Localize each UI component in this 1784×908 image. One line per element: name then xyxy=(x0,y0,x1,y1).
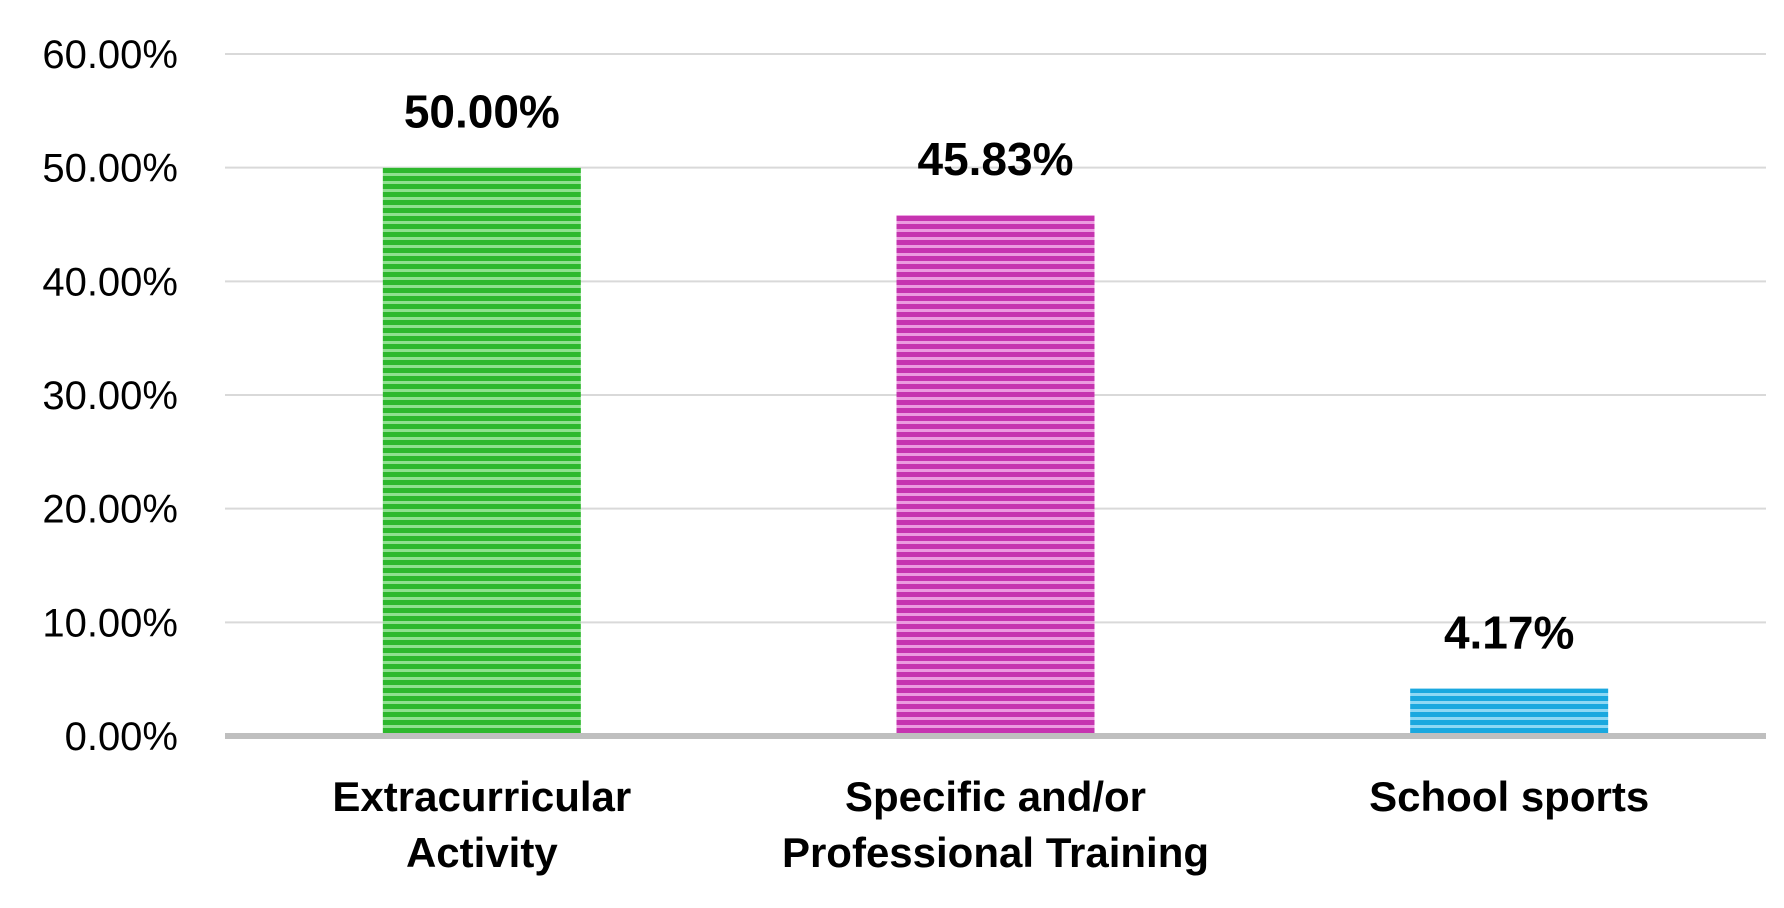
y-tick-label: 0.00% xyxy=(65,715,178,759)
data-labels: 50.00% 45.83% 4.17% xyxy=(404,86,1575,659)
data-label: 45.83% xyxy=(917,133,1073,185)
y-axis-ticks: 0.00% 10.00% 20.00% 30.00% 40.00% 50.00% 60.00… xyxy=(42,33,178,759)
bar xyxy=(382,167,581,733)
category-label: Extracurricular xyxy=(332,773,631,820)
y-tick-label: 10.00% xyxy=(42,601,178,645)
y-tick-label: 50.00% xyxy=(42,147,178,191)
y-tick-label: 30.00% xyxy=(42,374,178,418)
data-label: 4.17% xyxy=(1444,607,1574,659)
data-label: 50.00% xyxy=(404,86,560,138)
category-labels: Extracurricular Activity Specific and/or Pr… xyxy=(332,773,1649,876)
y-tick-label: 40.00% xyxy=(42,260,178,304)
category-label: Specific and/or xyxy=(845,773,1146,820)
y-tick-label: 20.00% xyxy=(42,488,178,532)
category-label: Activity xyxy=(406,829,558,876)
category-label: Professional Training xyxy=(782,829,1209,876)
y-tick-label: 60.00% xyxy=(42,33,178,77)
bars xyxy=(382,167,1609,733)
category-label: School sports xyxy=(1369,773,1649,820)
bar xyxy=(1410,688,1609,733)
bar xyxy=(896,215,1095,733)
